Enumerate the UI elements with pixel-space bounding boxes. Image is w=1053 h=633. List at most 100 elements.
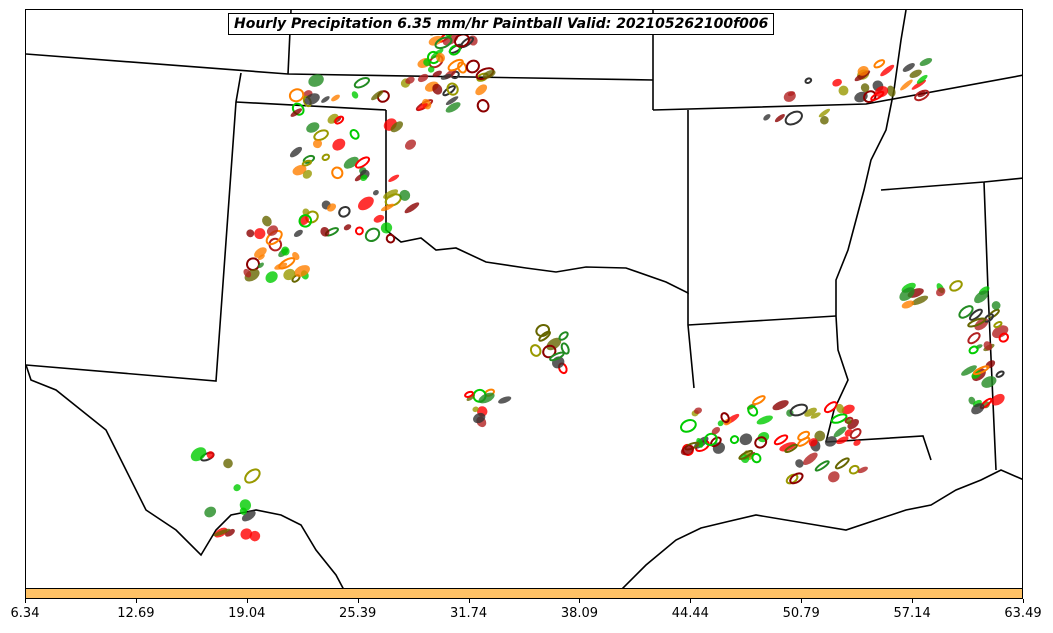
paintball-blob <box>751 452 762 464</box>
border-oklahoma <box>385 110 689 295</box>
paintball-blob <box>857 66 869 76</box>
colorbar-tick-label: 63.49 <box>1004 606 1042 621</box>
paintball-blob <box>372 190 379 196</box>
paintball-blob <box>971 403 985 415</box>
paintball-blob <box>961 365 977 376</box>
paintball-blob <box>824 436 837 447</box>
paintball-blob <box>476 99 490 113</box>
paintball-blob <box>717 420 724 427</box>
paintball-blob <box>797 430 811 442</box>
paintball-blob <box>404 202 420 214</box>
paintball-blob <box>763 114 771 121</box>
paintball-blob <box>968 396 976 405</box>
paintball-blob <box>991 301 1001 310</box>
paintball-blob <box>204 506 217 518</box>
colorbar-tick-label: 6.34 <box>10 606 40 621</box>
colorbar-tick-mark <box>468 599 470 603</box>
colorbar-tick-label: 19.04 <box>228 606 266 621</box>
paintball-blob <box>298 214 313 228</box>
paintball-blob <box>244 468 261 484</box>
paintball-blob <box>404 139 417 150</box>
paintball-blob <box>338 205 351 218</box>
paintball-blob <box>919 58 933 66</box>
paintball-blob <box>902 63 915 72</box>
paintball-blob <box>810 412 821 419</box>
paintball-blob <box>680 419 697 433</box>
colorbar-tick-mark <box>801 599 803 603</box>
paintball-blob <box>446 82 459 96</box>
paintball-blob <box>294 265 310 277</box>
border-co-ks-south <box>26 53 654 81</box>
paintball-blob <box>320 226 330 237</box>
paintball-blob <box>239 499 252 511</box>
paintball-blob <box>789 403 808 417</box>
paintball-blob <box>993 321 1003 329</box>
paintball-blob <box>968 308 983 321</box>
paintball-blob <box>373 214 385 223</box>
paintball-blob <box>343 224 352 231</box>
colorbar-tick-label: 25.39 <box>339 606 377 621</box>
gulf-coastline <box>621 469 1022 588</box>
paintball-blob <box>752 395 766 406</box>
paintball-blob <box>225 528 235 537</box>
paintball-blob <box>388 174 400 183</box>
colorbar-tick-mark <box>135 599 137 603</box>
paintball-blob <box>808 438 818 447</box>
paintball-blob <box>916 74 928 84</box>
map-canvas <box>26 10 1022 588</box>
paintball-blob <box>914 89 930 102</box>
paintball-blob <box>321 153 331 162</box>
paintball-blob <box>756 415 773 425</box>
paintball-blob <box>836 403 845 414</box>
paintball-blob <box>818 108 831 118</box>
paintball-blob <box>838 85 849 96</box>
colorbar-tick-label: 31.74 <box>449 606 488 621</box>
paintball-blob <box>848 464 860 475</box>
paintball-blob <box>911 79 927 90</box>
colorbar-tick-mark <box>912 599 914 603</box>
border-mo-south <box>652 74 1022 111</box>
paintball-blob <box>428 35 443 46</box>
paintball-blob <box>804 407 817 417</box>
paintball-blob <box>712 442 725 454</box>
paintball-blob <box>432 70 442 77</box>
colorbar <box>25 588 1023 599</box>
colorbar-tick-label: 44.44 <box>671 606 709 621</box>
paintball-blob <box>917 91 927 98</box>
colorbar-tick-mark <box>1023 599 1024 603</box>
paintball-blob <box>385 233 396 244</box>
paintball-blob <box>747 405 759 417</box>
paintball-blob <box>828 471 840 483</box>
paintball-blob <box>351 91 359 99</box>
paintball-blob <box>936 287 946 297</box>
paintball-blob <box>981 376 997 388</box>
paintball-blob <box>739 433 753 446</box>
paintball-blob <box>190 447 207 462</box>
paintball-blob <box>784 443 798 454</box>
paintball-blob <box>266 225 279 236</box>
paintball-blob <box>445 96 459 105</box>
paintball-blob <box>360 174 368 182</box>
paintball-blob <box>974 290 989 304</box>
colorbar-tick-mark <box>246 599 248 603</box>
paintball-blob <box>833 426 847 438</box>
border-texas-mexico <box>26 364 344 588</box>
paintball-blob <box>860 83 870 93</box>
border-new-mexico <box>26 72 242 382</box>
map-panel <box>25 9 1023 589</box>
paintball-blob <box>281 246 290 256</box>
paintball-blob <box>447 58 464 72</box>
paintball-blob <box>738 449 754 460</box>
paintball-blob <box>326 203 337 212</box>
paintball-blob <box>440 73 452 80</box>
paintball-blob <box>417 73 429 83</box>
paintball-blob <box>998 332 1009 343</box>
colorbar-tick-label: 12.69 <box>117 606 155 621</box>
paintball-blob <box>399 189 411 201</box>
paintball-blob <box>353 76 371 89</box>
paintball-blob <box>830 413 848 424</box>
paintball-blob <box>901 300 915 309</box>
paintball-blob <box>820 116 829 125</box>
paintball-blob <box>546 337 562 351</box>
paintball-blob <box>405 76 415 84</box>
